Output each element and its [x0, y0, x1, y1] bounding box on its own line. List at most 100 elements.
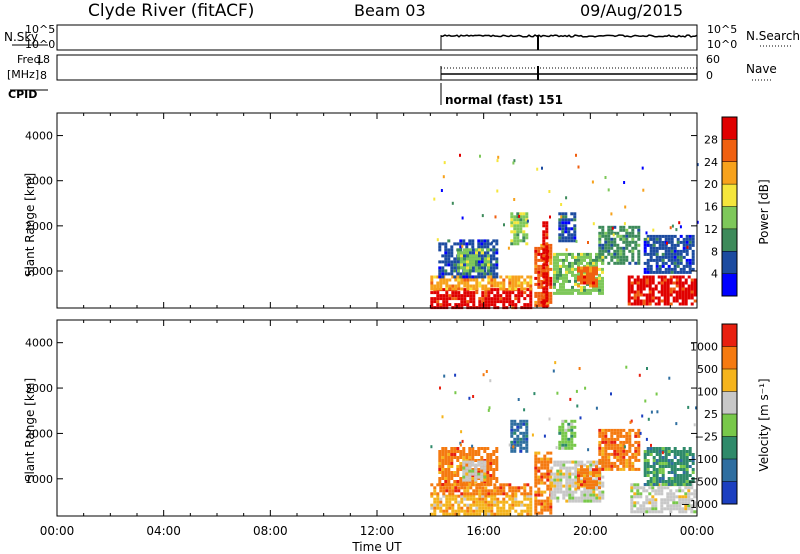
power-data-cell	[545, 248, 549, 252]
velocity-data-cell	[523, 489, 527, 493]
power-data-cell	[430, 284, 434, 288]
velocity-data-cell	[654, 510, 658, 514]
velocity-data-cell	[480, 447, 484, 450]
velocity-data-cell	[666, 501, 670, 505]
velocity-data-cell	[642, 504, 646, 508]
power-data-cell	[441, 272, 445, 276]
power-data-cell	[542, 299, 546, 303]
velocity-data-cell	[667, 465, 671, 468]
power-data-cell	[430, 275, 434, 279]
power-data-cell	[655, 249, 659, 253]
power-data-cell	[510, 215, 514, 219]
velocity-data-cell	[525, 443, 529, 447]
velocity-data-cell	[484, 500, 488, 504]
velocity-data-cell	[607, 461, 611, 465]
velocity-data-cell	[630, 510, 634, 514]
velocity-colorbar-label: Velocity [m s⁻¹]	[757, 378, 771, 471]
velocity-data-cell	[564, 437, 568, 441]
power-data-cell	[625, 243, 629, 247]
velocity-data-cell	[685, 483, 689, 486]
velocity-data-cell	[651, 507, 655, 511]
velocity-data-cell	[549, 508, 553, 512]
velocity-data-cell	[651, 495, 655, 499]
velocity-data-cell	[543, 457, 547, 461]
velocity-data-cell	[534, 511, 538, 515]
power-data-cell	[469, 284, 473, 288]
velocity-data-cell	[481, 494, 485, 498]
velocity-data-cell	[486, 453, 490, 456]
velocity-data-cell	[571, 472, 575, 476]
power-data-cell	[586, 255, 589, 259]
velocity-data-cell	[654, 498, 658, 502]
velocity-data-cell	[436, 503, 440, 507]
power-data-cell	[540, 291, 544, 295]
power-data-cell	[558, 221, 562, 225]
power-data-cell	[666, 287, 670, 291]
power-data-cell	[522, 236, 526, 240]
velocity-data-cell	[601, 458, 605, 462]
velocity-data-cell	[480, 472, 484, 476]
power-data-cell	[475, 248, 478, 252]
velocity-data-cell	[471, 480, 475, 483]
power-data-cell	[625, 231, 629, 235]
power-data-cell	[648, 281, 652, 285]
power-data-cell	[463, 257, 466, 261]
velocity-data-cell	[495, 468, 499, 471]
velocity-data-cell	[577, 496, 581, 500]
velocity-data-cell	[462, 453, 466, 456]
power-data-cell	[514, 297, 518, 301]
velocity-data-cell	[562, 472, 566, 476]
power-data-cell	[444, 272, 448, 276]
velocity-data-cell	[462, 460, 466, 464]
power-data-cell	[457, 266, 460, 270]
power-data-cell	[682, 246, 686, 250]
power-data-cell	[666, 290, 670, 294]
power-data-cell	[487, 281, 491, 285]
power-data-cell	[534, 249, 538, 253]
velocity-data-cell	[462, 466, 466, 470]
power-data-cell	[691, 237, 695, 241]
velocity-data-cell	[660, 498, 664, 502]
velocity-data-cell	[655, 474, 659, 477]
power-data-cell	[546, 267, 550, 271]
power-data-cell	[453, 242, 457, 246]
velocity-echo	[584, 386, 587, 390]
power-data-cell	[687, 296, 691, 300]
power-echo	[624, 205, 627, 209]
velocity-data-cell	[586, 496, 590, 500]
power-data-cell	[669, 287, 673, 291]
power-data-cell	[586, 278, 589, 282]
velocity-data-cell	[468, 453, 472, 456]
velocity-data-cell	[562, 490, 566, 494]
power-data-cell	[439, 303, 443, 307]
velocity-data-cell	[523, 483, 527, 487]
velocity-data-cell	[562, 484, 566, 488]
power-data-cell	[542, 266, 546, 270]
power-data-cell	[601, 291, 604, 295]
power-data-cell	[678, 281, 682, 285]
velocity-data-cell	[519, 446, 523, 450]
velocity-data-cell	[523, 497, 527, 501]
power-data-cell	[487, 303, 491, 307]
velocity-echo	[579, 416, 582, 420]
velocity-data-cell	[580, 471, 583, 475]
power-data-cell	[545, 293, 549, 297]
power-data-cell	[670, 255, 674, 259]
power-data-cell	[625, 228, 629, 232]
velocity-data-cell	[484, 492, 488, 496]
velocity-data-cell	[628, 455, 632, 459]
velocity-data-cell	[691, 480, 695, 483]
velocity-data-cell	[490, 497, 494, 501]
velocity-data-cell	[450, 453, 454, 456]
velocity-data-cell	[679, 465, 683, 468]
velocity-data-cell	[481, 492, 485, 496]
velocity-data-cell	[667, 477, 671, 480]
power-data-cell	[490, 288, 494, 292]
velocity-data-cell	[663, 507, 667, 511]
power-data-cell	[649, 258, 653, 262]
velocity-echo	[644, 399, 647, 403]
power-data-cell	[542, 230, 546, 234]
power-data-cell	[652, 258, 656, 262]
velocity-data-cell	[484, 497, 488, 501]
velocity-data-cell	[634, 449, 638, 453]
